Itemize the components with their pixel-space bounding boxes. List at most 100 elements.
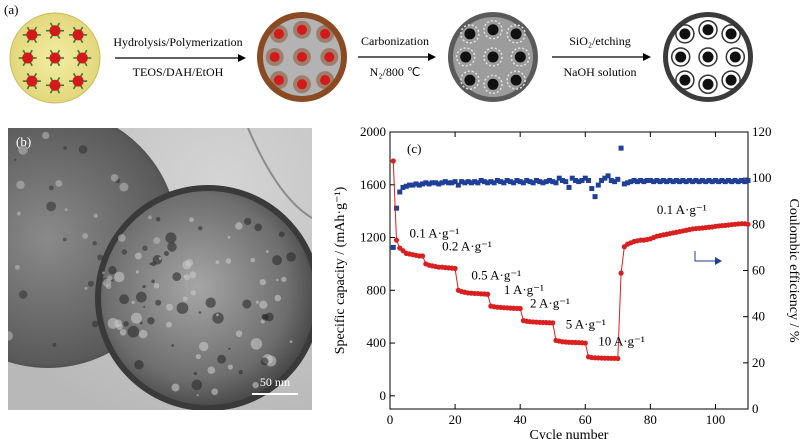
efficiency-point	[517, 179, 523, 185]
efficiency-point	[683, 179, 689, 185]
efficiency-point	[397, 189, 403, 195]
tem-particle	[121, 249, 128, 255]
tem-particle	[97, 254, 104, 261]
tem-particle	[171, 344, 175, 347]
tem-particle	[182, 296, 188, 302]
tem-particle	[151, 279, 155, 284]
hollow-core	[675, 51, 687, 63]
y-tick-label-right: 120	[752, 124, 772, 139]
efficiency-point	[673, 177, 679, 183]
efficiency-point	[394, 205, 400, 211]
efficiency-point	[582, 175, 588, 181]
tem-particle	[272, 255, 282, 266]
tem-particle	[153, 237, 161, 245]
tem-particle	[78, 145, 88, 154]
tem-particle	[167, 242, 177, 252]
tem-particle	[46, 201, 57, 212]
efficiency-point	[586, 177, 592, 183]
efficiency-point	[573, 177, 579, 183]
efficiency-series	[390, 145, 751, 250]
carbon-shell	[506, 24, 526, 44]
tem-particle	[172, 272, 182, 282]
tem-particle	[84, 286, 88, 290]
tem-particle	[153, 283, 160, 289]
tem-particle	[135, 291, 147, 303]
tem-particle	[93, 213, 98, 218]
tem-particle	[193, 371, 198, 376]
etched-sphere	[663, 12, 753, 102]
capacity-point	[390, 158, 396, 164]
efficiency-point	[524, 177, 530, 183]
efficiency-point	[478, 177, 484, 183]
efficiency-point	[533, 177, 539, 183]
tem-particle	[127, 325, 140, 338]
efficiency-point	[407, 182, 413, 188]
capacity-point	[419, 253, 426, 259]
tem-particle	[42, 131, 50, 140]
composite-sphere	[257, 12, 347, 102]
efficiency-point	[641, 179, 647, 185]
tem-particle	[147, 317, 155, 325]
efficiency-point	[693, 177, 699, 183]
micelle-core	[72, 29, 84, 41]
efficiency-point	[716, 179, 722, 185]
efficiency-point	[433, 180, 439, 186]
y-tick-label-right: 100	[752, 170, 772, 185]
efficiency-point	[599, 177, 605, 183]
efficiency-point	[559, 177, 565, 183]
arrow-head-2-icon	[428, 53, 436, 61]
tem-particle	[147, 215, 152, 220]
efficiency-point	[491, 180, 497, 186]
efficiency-point	[410, 182, 416, 188]
efficiency-point	[735, 179, 741, 185]
efficiency-point	[602, 175, 608, 181]
efficiency-point	[579, 177, 585, 183]
efficiency-point	[481, 179, 487, 185]
micelle-core	[26, 29, 38, 41]
efficiency-point	[511, 180, 517, 186]
efficiency-point	[449, 180, 455, 186]
y-tick-label-right: 40	[752, 309, 765, 324]
hollow-shell	[725, 47, 746, 67]
tem-particle	[215, 260, 220, 265]
efficiency-point	[732, 177, 738, 183]
tem-particle	[189, 217, 194, 223]
efficiency-point	[566, 184, 572, 190]
hollow-shell	[721, 70, 741, 90]
efficiency-point	[439, 180, 445, 186]
micelle-core	[72, 75, 84, 87]
arrow-head-1-icon	[238, 54, 246, 62]
efficiency-point	[725, 177, 731, 183]
tem-particle	[286, 252, 296, 262]
efficiency-point	[537, 179, 543, 185]
tem-particle	[142, 284, 146, 289]
efficiency-point	[667, 177, 673, 183]
hollow-shell	[698, 74, 718, 95]
y-tick-label-left: 0	[380, 388, 387, 403]
tem-particle	[198, 311, 202, 314]
efficiency-point	[520, 180, 526, 186]
y-tick-label-right: 20	[752, 355, 765, 370]
tem-particle	[8, 331, 13, 341]
tem-particle	[165, 232, 177, 244]
y-tick-label-right: 0	[752, 401, 759, 416]
efficiency-point	[576, 179, 582, 185]
hollow-core	[702, 51, 714, 63]
tem-particle	[82, 233, 89, 239]
rate-label: 10 A·g⁻¹	[598, 334, 645, 349]
tem-particle	[190, 290, 196, 296]
hollow-shell	[698, 47, 718, 67]
tem-particle	[119, 182, 129, 192]
tem-particle	[260, 357, 269, 366]
carbon-core	[487, 24, 499, 36]
carbon-core	[460, 51, 472, 63]
tem-particle	[225, 258, 232, 264]
carbon-shell	[483, 47, 503, 67]
tem-particle	[149, 262, 153, 266]
micelle-core	[49, 52, 61, 64]
hollow-core	[679, 74, 691, 86]
rate-label: 1 A·g⁻¹	[504, 282, 544, 297]
efficiency-point	[459, 179, 465, 185]
tem-particle	[198, 226, 203, 231]
efficiency-point	[475, 180, 481, 186]
